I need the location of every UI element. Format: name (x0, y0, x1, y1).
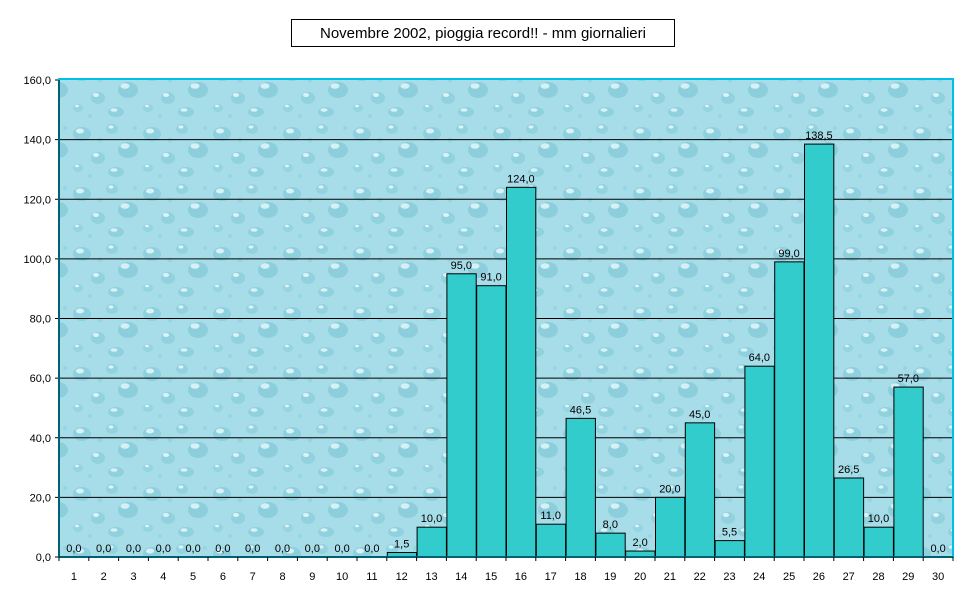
x-tick-label: 10 (336, 571, 348, 583)
y-tick-label: 100,0 (23, 254, 51, 266)
data-label: 0,0 (334, 543, 349, 555)
x-tick-label: 26 (813, 571, 825, 583)
data-label: 10,0 (421, 513, 442, 525)
data-label: 124,0 (507, 173, 535, 185)
y-tick-label: 140,0 (23, 135, 51, 147)
y-tick-label: 40,0 (30, 433, 51, 445)
y-tick-label: 20,0 (30, 492, 51, 504)
x-tick-label: 28 (872, 571, 884, 583)
data-label: 0,0 (245, 543, 260, 555)
bar (595, 532, 626, 558)
bar (684, 422, 716, 558)
x-tick-label: 22 (694, 571, 706, 583)
data-label: 0,0 (156, 543, 171, 555)
x-tick-label: 15 (485, 571, 497, 583)
x-tick-label: 21 (664, 571, 676, 583)
x-tick-label: 5 (190, 571, 196, 583)
x-tick-label: 29 (902, 571, 914, 583)
data-label: 26,5 (838, 464, 859, 476)
data-label: 8,0 (603, 519, 618, 531)
data-label: 0,0 (275, 543, 290, 555)
data-label: 1,5 (394, 539, 409, 551)
x-tick-label: 18 (574, 571, 586, 583)
bar (893, 386, 924, 558)
y-tick-label: 160,0 (23, 75, 51, 87)
bar (833, 477, 865, 558)
data-label: 45,0 (689, 409, 710, 421)
y-tick-label: 0,0 (36, 552, 51, 564)
x-tick-label: 8 (279, 571, 285, 583)
x-tick-label: 25 (783, 571, 795, 583)
data-label: 91,0 (480, 272, 501, 284)
bar (774, 261, 805, 558)
x-tick-label: 27 (843, 571, 855, 583)
data-label: 0,0 (66, 543, 81, 555)
bar (446, 273, 477, 558)
x-tick-label: 7 (250, 571, 256, 583)
x-tick-label: 1 (71, 571, 77, 583)
x-tick-label: 24 (753, 571, 765, 583)
x-tick-label: 14 (455, 571, 467, 583)
x-tick-label: 11 (366, 571, 377, 583)
bar (863, 526, 894, 558)
x-tick-label: 12 (396, 571, 408, 583)
bar (565, 417, 596, 558)
y-tick-label: 120,0 (23, 194, 51, 206)
data-label: 0,0 (215, 543, 230, 555)
data-label: 5,5 (722, 527, 737, 539)
data-label: 64,0 (749, 352, 770, 364)
x-tick-label: 19 (604, 571, 616, 583)
data-label: 2,0 (632, 537, 647, 549)
data-label: 0,0 (126, 543, 141, 555)
data-label: 95,0 (451, 260, 472, 272)
x-tick-label: 3 (130, 571, 136, 583)
bar (744, 365, 775, 558)
x-tick-label: 6 (220, 571, 226, 583)
data-label: 99,0 (778, 248, 799, 260)
bar (506, 186, 537, 558)
bar (655, 496, 686, 558)
x-tick-label: 30 (932, 571, 944, 583)
x-tick-label: 13 (425, 571, 437, 583)
bar (714, 540, 745, 558)
data-label: 0,0 (96, 543, 111, 555)
y-tick-label: 60,0 (30, 373, 51, 385)
data-label: 20,0 (659, 483, 680, 495)
data-label: 0,0 (305, 543, 320, 555)
data-label: 0,0 (364, 543, 379, 555)
x-tick-label: 9 (309, 571, 315, 583)
x-tick-label: 2 (101, 571, 107, 583)
chart-title: Novembre 2002, pioggia record!! - mm gio… (291, 19, 675, 47)
x-tick-label: 20 (634, 571, 646, 583)
data-label: 0,0 (185, 543, 200, 555)
x-tick-label: 16 (515, 571, 527, 583)
bar (804, 143, 835, 558)
x-tick-label: 17 (545, 571, 557, 583)
data-label: 46,5 (570, 404, 591, 416)
y-tick-label: 80,0 (30, 314, 51, 326)
data-label: 0,0 (930, 543, 945, 555)
data-label: 57,0 (898, 373, 919, 385)
bar (535, 523, 567, 558)
x-tick-label: 4 (160, 571, 166, 583)
bar (416, 526, 447, 558)
bar (476, 285, 507, 558)
x-tick-label: 23 (723, 571, 735, 583)
data-label: 11,0 (540, 510, 561, 522)
data-label: 138,5 (805, 130, 833, 142)
data-label: 10,0 (868, 513, 889, 525)
